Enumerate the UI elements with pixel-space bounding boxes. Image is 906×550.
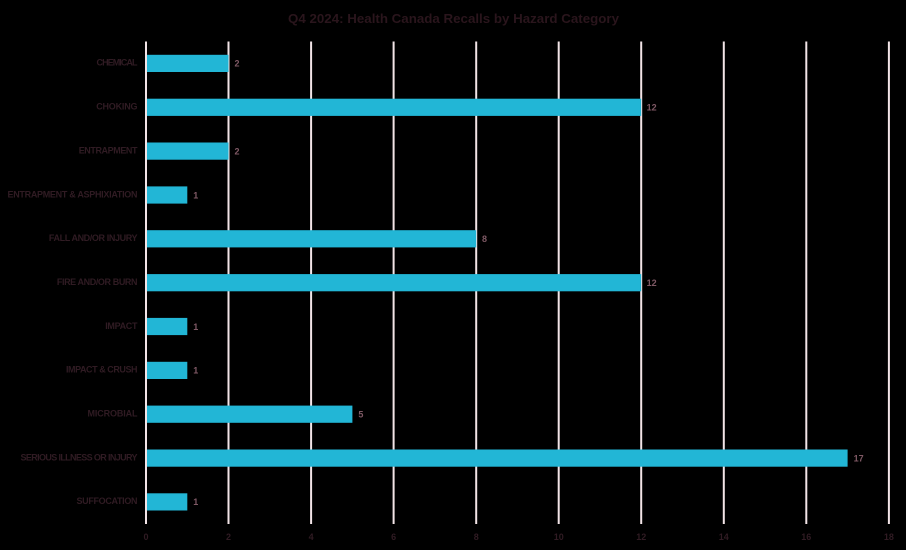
svg-text:16: 16 [801,532,811,542]
svg-text:IMPACT: IMPACT [105,321,138,331]
svg-text:0: 0 [143,532,148,542]
svg-text:FALL AND/OR INJURY: FALL AND/OR INJURY [49,233,138,243]
svg-text:1: 1 [193,497,198,507]
svg-text:1: 1 [193,322,198,332]
svg-text:CHOKING: CHOKING [96,102,137,112]
svg-text:IMPACT & CRUSH: IMPACT & CRUSH [66,365,138,375]
svg-text:8: 8 [482,234,487,244]
svg-text:6: 6 [391,532,396,542]
svg-text:5: 5 [358,410,363,420]
svg-text:SUFFOCATION: SUFFOCATION [77,496,138,506]
svg-text:18: 18 [884,532,894,542]
svg-text:ENTRAPMENT & ASPHIXIATION: ENTRAPMENT & ASPHIXIATION [8,189,138,199]
svg-text:Q4 2024: Health Canada Recalls: Q4 2024: Health Canada Recalls by Hazard… [288,11,620,26]
svg-text:FIRE AND/OR BURN: FIRE AND/OR BURN [57,277,138,287]
svg-text:12: 12 [647,278,657,288]
svg-text:12: 12 [636,532,646,542]
svg-text:2: 2 [235,146,240,156]
svg-text:14: 14 [719,532,729,542]
svg-text:MICROBIAL: MICROBIAL [88,409,139,419]
svg-text:CHEMICAL: CHEMICAL [97,58,139,68]
svg-text:SERIOUS ILLNESS OR INJURY: SERIOUS ILLNESS OR INJURY [21,452,138,462]
svg-text:1: 1 [193,366,198,376]
svg-text:10: 10 [554,532,564,542]
svg-text:4: 4 [309,532,314,542]
svg-text:1: 1 [193,190,198,200]
svg-text:8: 8 [474,532,479,542]
svg-text:2: 2 [235,59,240,69]
svg-text:2: 2 [226,532,231,542]
svg-text:ENTRAPMENT: ENTRAPMENT [79,145,138,155]
svg-text:12: 12 [647,103,657,113]
svg-text:17: 17 [854,453,864,463]
